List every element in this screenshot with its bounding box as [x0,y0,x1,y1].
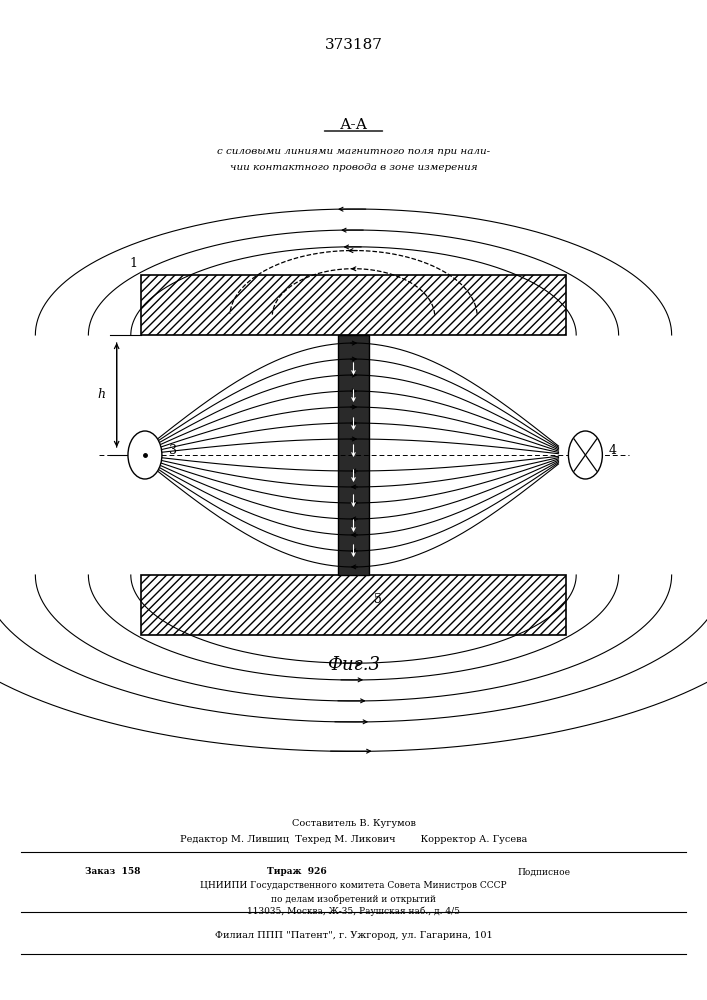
Text: Тираж  926: Тираж 926 [267,867,327,876]
Circle shape [568,431,602,479]
Circle shape [128,431,162,479]
Text: чии контактного провода в зоне измерения: чии контактного провода в зоне измерения [230,162,477,172]
Text: 1: 1 [130,257,138,270]
Text: Подписное: Подписное [518,867,571,876]
Text: ЦНИИПИ Государственного комитета Совета Министров СССР: ЦНИИПИ Государственного комитета Совета … [200,882,507,890]
Text: 3: 3 [169,444,177,456]
Text: Заказ  158: Заказ 158 [85,867,141,876]
Text: Редактор М. Лившиц  Техред М. Ликович        Корректор А. Гусева: Редактор М. Лившиц Техред М. Ликович Кор… [180,836,527,844]
Text: 373187: 373187 [325,38,382,52]
Text: Филиал ППП "Патент", г. Ужгород, ул. Гагарина, 101: Филиал ППП "Патент", г. Ужгород, ул. Гаг… [215,932,492,940]
Polygon shape [141,275,566,335]
Text: с силовыми линиями магнитного поля при нали-: с силовыми линиями магнитного поля при н… [217,147,490,156]
Polygon shape [338,335,369,575]
Polygon shape [141,575,566,635]
Text: h: h [97,388,105,401]
Text: 4: 4 [609,444,617,456]
Text: А-А: А-А [339,118,368,132]
Text: Фиг.3: Фиг.3 [327,656,380,674]
Text: 113035, Москва, Ж-35, Раушская наб., д. 4/5: 113035, Москва, Ж-35, Раушская наб., д. … [247,906,460,916]
Text: Составитель В. Кугумов: Составитель В. Кугумов [291,820,416,828]
Text: 5: 5 [374,593,382,606]
Text: по делам изобретений и открытий: по делам изобретений и открытий [271,894,436,904]
